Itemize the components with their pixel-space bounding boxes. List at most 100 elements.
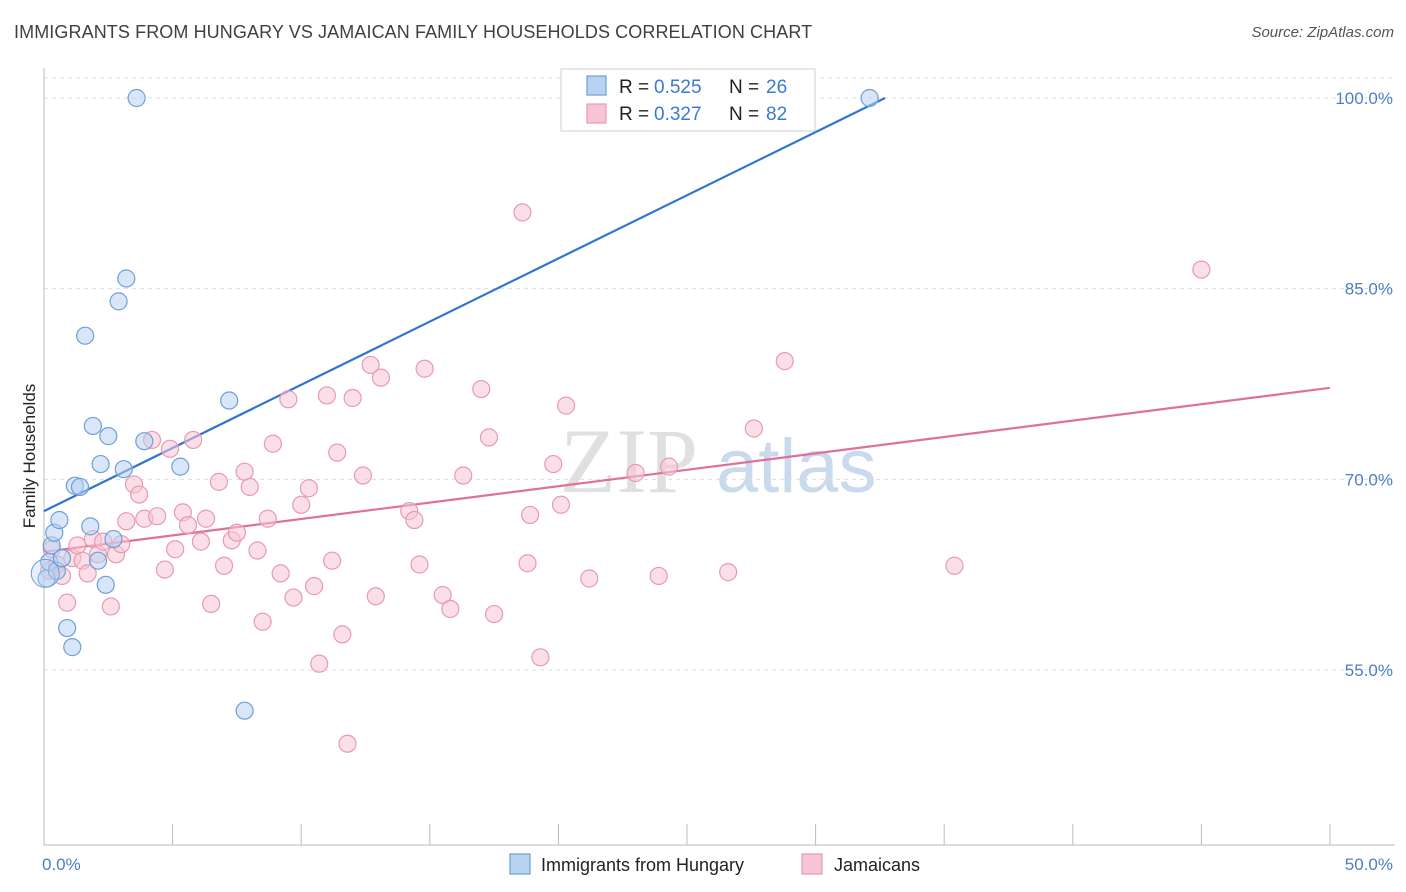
point-jamaicans: [155, 560, 174, 579]
watermark-atlas: atlas: [716, 424, 877, 509]
tick-labels: 55.0% 70.0% 85.0% 100.0% 0.0% 50.0%: [42, 89, 1393, 874]
point-jamaicans: [304, 577, 324, 596]
grid-lines: [44, 77, 1395, 671]
point-jamaicans: [68, 536, 87, 555]
point-jamaicans: [659, 457, 679, 476]
point-jamaicans: [338, 734, 357, 753]
point-hungary: [52, 549, 72, 568]
bottom-legend-swatch-jamaicans: [801, 853, 823, 875]
y-axis-label: Family Households: [20, 384, 39, 529]
point-jamaicans: [405, 510, 424, 530]
point-jamaicans: [240, 477, 259, 497]
point-jamaicans: [78, 564, 97, 583]
point-jamaicans: [557, 396, 576, 415]
source-credit: Source: ZipAtlas.com: [1251, 24, 1394, 41]
point-jamaicans: [333, 625, 352, 644]
legend-box: R = 0.525 N = 26 R = 0.327 N = 82: [560, 68, 816, 132]
y-tick-label: 85.0%: [1345, 280, 1393, 299]
bottom-legend: Immigrants from Hungary Jamaicans: [509, 853, 920, 875]
point-jamaicans: [415, 359, 434, 378]
point-jamaicans: [472, 379, 491, 399]
point-jamaicans: [544, 454, 563, 474]
point-jamaicans: [719, 563, 738, 582]
point-jamaicans: [531, 648, 550, 667]
bottom-legend-swatch-hungary: [509, 853, 531, 875]
point-jamaicans: [279, 390, 298, 409]
point-jamaicans: [202, 594, 221, 614]
point-jamaicans: [551, 495, 571, 514]
point-hungary: [171, 457, 190, 476]
point-jamaicans: [649, 566, 668, 586]
legend-r-value-jamaicans: 0.327: [654, 104, 702, 125]
legend-r-label-hungary: R =: [619, 77, 649, 98]
point-jamaicans: [235, 462, 254, 481]
point-jamaicans: [485, 604, 504, 624]
point-jamaicans: [258, 509, 277, 528]
point-hungary: [127, 88, 146, 108]
point-jamaicans: [322, 551, 342, 570]
legend-swatch-jamaicans: [586, 103, 607, 124]
y-tick-label: 100.0%: [1335, 89, 1393, 108]
point-jamaicans: [518, 554, 537, 573]
point-jamaicans: [361, 355, 380, 375]
bottom-legend-label-jamaicans: Jamaicans: [834, 855, 920, 875]
legend-n-value-hungary: 26: [766, 77, 787, 98]
point-jamaicans: [209, 472, 228, 491]
legend-swatch-hungary: [586, 75, 607, 96]
point-hungary: [76, 326, 95, 345]
point-jamaicans: [479, 428, 499, 447]
point-jamaicans: [184, 430, 203, 450]
legend-n-value-jamaicans: 82: [766, 104, 787, 125]
data-points: [30, 88, 1211, 753]
point-hungary: [88, 551, 108, 570]
point-hungary: [99, 427, 118, 446]
point-jamaicans: [371, 368, 391, 387]
point-hungary: [235, 701, 254, 720]
point-hungary: [117, 269, 136, 288]
point-hungary: [63, 638, 82, 657]
point-jamaicans: [775, 352, 794, 371]
point-jamaicans: [441, 599, 460, 619]
point-hungary: [109, 292, 128, 311]
point-jamaicans: [433, 585, 452, 605]
y-tick-label: 70.0%: [1345, 470, 1393, 489]
point-jamaicans: [214, 556, 234, 575]
point-hungary: [91, 454, 110, 474]
point-hungary: [104, 529, 123, 549]
point-jamaicans: [521, 505, 540, 525]
point-jamaicans: [284, 588, 303, 607]
point-jamaicans: [117, 512, 136, 531]
point-hungary: [50, 510, 69, 530]
point-jamaicans: [101, 597, 120, 616]
watermark-zip: ZIP: [560, 410, 698, 512]
point-jamaicans: [317, 386, 337, 405]
point-hungary: [860, 88, 879, 108]
point-jamaicans: [196, 509, 216, 528]
point-jamaicans: [263, 434, 283, 453]
legend-r-value-hungary: 0.525: [654, 77, 702, 98]
point-jamaicans: [191, 532, 210, 551]
trendline-jamaicans: [43, 386, 1331, 553]
point-jamaicans: [744, 419, 763, 438]
point-hungary: [81, 517, 100, 536]
chart-title: IMMIGRANTS FROM HUNGARY VS JAMAICAN FAMI…: [14, 22, 813, 42]
point-jamaicans: [343, 388, 362, 408]
point-hungary: [70, 477, 90, 497]
point-hungary: [135, 432, 154, 451]
point-hungary: [96, 575, 115, 594]
point-jamaicans: [227, 523, 246, 542]
point-jamaicans: [166, 540, 185, 559]
y-tick-label: 55.0%: [1345, 661, 1393, 680]
point-jamaicans: [310, 654, 329, 673]
point-jamaicans: [271, 564, 290, 583]
axes: [43, 68, 1395, 846]
point-jamaicans: [58, 593, 77, 612]
point-jamaicans: [454, 466, 473, 485]
point-jamaicans: [328, 443, 347, 462]
point-jamaicans: [299, 479, 319, 498]
point-jamaicans: [160, 439, 180, 458]
point-hungary: [114, 460, 133, 479]
point-jamaicans: [945, 556, 964, 575]
trendlines: [43, 97, 1331, 553]
